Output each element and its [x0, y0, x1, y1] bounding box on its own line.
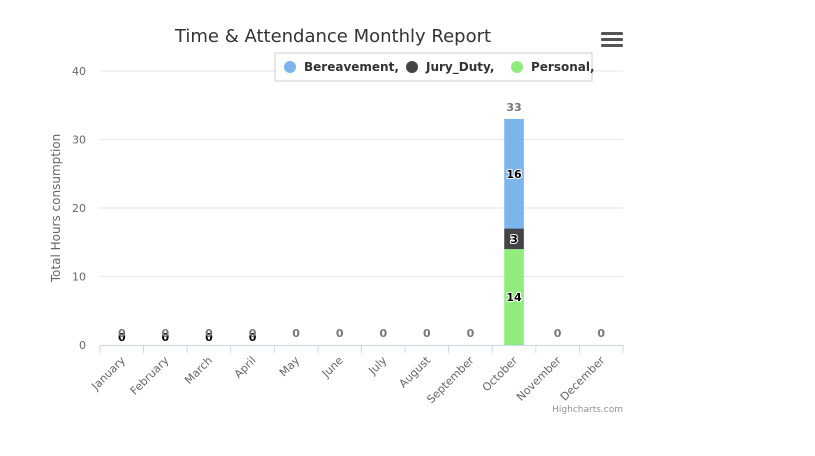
stack-total-label: 0	[597, 327, 605, 340]
bar-segment	[504, 228, 524, 250]
y-tick-label: 30	[72, 134, 86, 147]
y-axis-title: Total Hours consumption	[49, 134, 63, 284]
legend-marker	[511, 61, 523, 73]
x-tick-label: January	[89, 354, 129, 394]
y-axis-ticks: 0 10 20 30 40	[72, 65, 86, 352]
bar-data-label: 16	[506, 168, 522, 181]
stack-total-label: 33	[506, 101, 521, 114]
stack-total-label: 0	[379, 327, 387, 340]
x-tick-label: March	[182, 354, 215, 387]
legend-box	[274, 52, 593, 82]
x-tick-label: November	[514, 354, 564, 404]
bar-data-label: 0	[118, 331, 126, 344]
y-tick-label: 40	[72, 65, 86, 78]
x-tick-label: September	[424, 354, 477, 407]
bar-data-label: 0	[162, 331, 170, 344]
grid-lines	[100, 70, 623, 277]
menu-line	[601, 44, 623, 47]
stack-total-label: 0	[554, 327, 562, 340]
x-tick-label: July	[366, 354, 390, 378]
stack-total-label: 0	[336, 327, 344, 340]
stack-total-label: 0	[162, 327, 170, 340]
bar-data-label: 0	[249, 331, 257, 344]
bar-data-label: 3	[510, 233, 518, 246]
x-tick-label: October	[480, 354, 521, 395]
stack-total-label: 0	[205, 327, 213, 340]
stack-total-label: 0	[423, 327, 431, 340]
legend-marker	[284, 61, 296, 73]
x-tick-label: May	[277, 354, 303, 380]
y-tick-label: 20	[72, 202, 86, 215]
stack-total-label: 0	[292, 327, 300, 340]
hamburger-menu-icon[interactable]	[601, 32, 623, 48]
y-tick-label: 10	[72, 271, 86, 284]
credits-link[interactable]: Highcharts.com	[552, 405, 623, 415]
legend-item-label: Jury_Duty,	[425, 60, 494, 75]
legend-item-label: Personal,	[531, 60, 595, 74]
legend-marker	[406, 61, 418, 73]
bar-data-label: 14	[506, 291, 522, 304]
x-tick-label: August	[397, 353, 434, 390]
y-tick-label: 0	[79, 339, 86, 352]
x-tick-label: December	[558, 354, 608, 404]
menu-line	[601, 32, 623, 35]
legend-item-label: Bereavement,	[304, 60, 399, 74]
bar-segment	[504, 118, 524, 229]
x-axis: January February March April May June July Augu…	[89, 345, 624, 407]
legend[interactable]: Bereavement, Jury_Duty, Personal,	[274, 52, 595, 82]
x-tick-label: June	[319, 354, 346, 381]
stack-total-label: 0	[249, 327, 257, 340]
chart-title: Time & Attendance Monthly Report	[174, 26, 491, 47]
menu-line	[601, 38, 623, 41]
stack-total-label: 0	[467, 327, 475, 340]
bar-segment	[504, 249, 524, 345]
bar-data-label: 0	[205, 331, 213, 344]
x-tick-label: February	[128, 354, 172, 398]
stack-total-label: 0	[118, 327, 126, 340]
x-tick-label: April	[232, 354, 259, 381]
